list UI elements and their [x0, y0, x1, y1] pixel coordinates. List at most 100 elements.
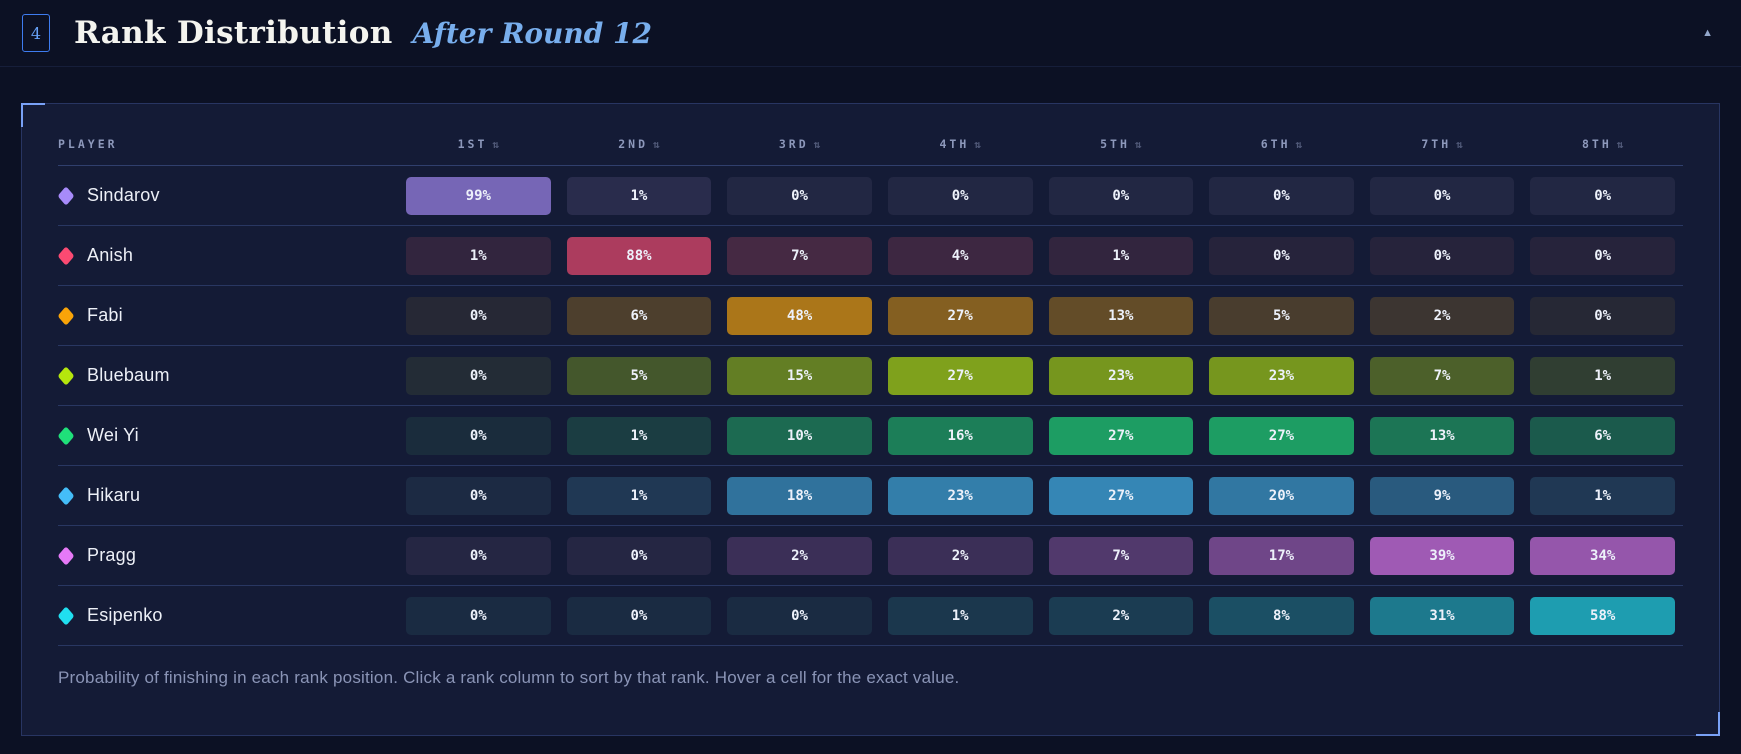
rank-probability-cell[interactable]: 0% — [406, 356, 551, 395]
rank-probability-cell[interactable]: 27% — [1048, 416, 1194, 455]
rank-probability-cell[interactable]: 0% — [1369, 236, 1515, 275]
rank-probability-cell[interactable]: 13% — [1369, 416, 1515, 455]
rank-probability-cell[interactable]: 23% — [1048, 356, 1194, 395]
rank-cell-wrapper: 0% — [1201, 176, 1362, 215]
rank-column-header-3rd[interactable]: 3RD ⇅ — [719, 137, 880, 151]
rank-probability-cell[interactable]: 0% — [1530, 176, 1675, 215]
rank-probability-cell[interactable]: 6% — [566, 296, 712, 335]
player-cell: Bluebaum — [57, 365, 398, 386]
rank-probability-cell[interactable]: 0% — [406, 416, 551, 455]
table-row: Wei Yi 0% 1% 10% 16% 27% 27% 13% 6% — [57, 406, 1683, 466]
collapse-panel-icon[interactable]: ▲ — [1702, 27, 1713, 39]
rank-probability-cell[interactable]: 0% — [727, 596, 872, 635]
rank-cell-wrapper: 0% — [398, 476, 559, 515]
rank-probability-cell[interactable]: 1% — [1530, 476, 1675, 515]
rank-probability-cell[interactable]: 4% — [887, 236, 1033, 275]
rank-probability-cell[interactable]: 27% — [887, 296, 1033, 335]
rank-probability-cell[interactable]: 0% — [727, 176, 872, 215]
rank-cell-wrapper: 1% — [398, 236, 559, 275]
rank-probability-cell[interactable]: 23% — [1209, 356, 1354, 395]
rank-probability-cell[interactable]: 6% — [1530, 416, 1675, 455]
rank-probability-cell[interactable]: 0% — [406, 536, 551, 575]
rank-probability-cell[interactable]: 2% — [1369, 296, 1515, 335]
rank-probability-cell[interactable]: 2% — [727, 536, 872, 575]
rank-probability-cell[interactable]: 13% — [1048, 296, 1194, 335]
rank-probability-cell[interactable]: 99% — [406, 176, 551, 215]
rank-probability-cell[interactable]: 1% — [566, 476, 712, 515]
rank-probability-cell[interactable]: 27% — [1209, 416, 1354, 455]
rank-probability-cell[interactable]: 5% — [566, 356, 712, 395]
rank-column-header-1st[interactable]: 1ST ⇅ — [398, 137, 559, 151]
rank-probability-cell[interactable]: 8% — [1209, 596, 1354, 635]
rank-probability-cell[interactable]: 1% — [1048, 236, 1194, 275]
player-cell: Anish — [57, 245, 398, 266]
player-column-header: PLAYER — [58, 136, 118, 151]
sort-icon: ⇅ — [1456, 137, 1463, 151]
table-body: Sindarov 99% 1% 0% 0% 0% 0% 0% 0% Anish 1% 88% 7% 4% 1… — [57, 166, 1683, 646]
player-diamond-icon — [57, 245, 75, 266]
rank-cell-wrapper: 1% — [559, 176, 720, 215]
rank-column-header-8th[interactable]: 8TH ⇅ — [1522, 137, 1683, 151]
table-row: Pragg 0% 0% 2% 2% 7% 17% 39% 34% — [57, 526, 1683, 586]
rank-probability-cell[interactable]: 17% — [1209, 536, 1354, 575]
rank-probability-cell[interactable]: 0% — [566, 536, 712, 575]
rank-probability-cell[interactable]: 23% — [887, 476, 1033, 515]
rank-column-label: 8TH — [1581, 136, 1612, 151]
rank-column-header-4th[interactable]: 4TH ⇅ — [880, 137, 1041, 151]
rank-cell-wrapper: 23% — [1201, 356, 1362, 395]
rank-probability-cell[interactable]: 0% — [1530, 296, 1675, 335]
rank-probability-cell[interactable]: 1% — [887, 596, 1033, 635]
rank-probability-cell[interactable]: 27% — [887, 356, 1033, 395]
rank-cell-wrapper: 0% — [1522, 296, 1683, 335]
rank-cell-wrapper: 15% — [719, 356, 880, 395]
rank-cell-wrapper: 0% — [398, 416, 559, 455]
rank-probability-cell[interactable]: 0% — [1530, 236, 1675, 275]
rank-probability-cell[interactable]: 0% — [1048, 176, 1194, 215]
rank-probability-cell[interactable]: 0% — [406, 596, 551, 635]
rank-probability-cell[interactable]: 5% — [1209, 296, 1354, 335]
player-diamond-icon — [57, 605, 75, 626]
rank-probability-cell[interactable]: 0% — [1369, 176, 1515, 215]
rank-probability-cell[interactable]: 48% — [727, 296, 872, 335]
rank-probability-cell[interactable]: 39% — [1369, 536, 1515, 575]
rank-probability-cell[interactable]: 31% — [1369, 596, 1515, 635]
rank-probability-cell[interactable]: 7% — [1048, 536, 1194, 575]
player-cell: Fabi — [57, 305, 398, 326]
player-diamond-icon — [57, 305, 75, 326]
rank-probability-cell[interactable]: 1% — [566, 416, 712, 455]
rank-column-header-5th[interactable]: 5TH ⇅ — [1041, 137, 1202, 151]
rank-probability-cell[interactable]: 88% — [566, 236, 712, 275]
rank-probability-cell[interactable]: 58% — [1530, 596, 1675, 635]
rank-probability-cell[interactable]: 7% — [1369, 356, 1515, 395]
rank-probability-cell[interactable]: 10% — [727, 416, 872, 455]
rank-probability-cell[interactable]: 2% — [887, 536, 1033, 575]
rank-probability-cell[interactable]: 0% — [406, 476, 551, 515]
rank-probability-cell[interactable]: 9% — [1369, 476, 1515, 515]
rank-probability-cell[interactable]: 18% — [727, 476, 872, 515]
rank-column-header-2nd[interactable]: 2ND ⇅ — [559, 137, 720, 151]
rank-probability-cell[interactable]: 16% — [887, 416, 1033, 455]
rank-probability-cell[interactable]: 2% — [1048, 596, 1194, 635]
rank-cell-wrapper: 34% — [1522, 536, 1683, 575]
rank-column-header-7th[interactable]: 7TH ⇅ — [1362, 137, 1523, 151]
rank-probability-cell[interactable]: 0% — [887, 176, 1033, 215]
player-cell: Esipenko — [57, 605, 398, 626]
rank-probability-cell[interactable]: 20% — [1209, 476, 1354, 515]
rank-probability-cell[interactable]: 34% — [1530, 536, 1675, 575]
rank-probability-cell[interactable]: 1% — [1530, 356, 1675, 395]
rank-probability-cell[interactable]: 15% — [727, 356, 872, 395]
rank-probability-cell[interactable]: 1% — [406, 236, 551, 275]
rank-probability-cell[interactable]: 0% — [406, 296, 551, 335]
player-cell: Pragg — [57, 545, 398, 566]
rank-probability-cell[interactable]: 1% — [566, 176, 712, 215]
rank-probability-cell[interactable]: 27% — [1048, 476, 1194, 515]
rank-column-label: 3RD — [778, 136, 809, 151]
rank-probability-cell[interactable]: 7% — [727, 236, 872, 275]
rank-cell-wrapper: 27% — [880, 296, 1041, 335]
rank-probability-cell[interactable]: 0% — [1209, 236, 1354, 275]
rank-probability-cell[interactable]: 0% — [1209, 176, 1354, 215]
rank-cell-wrapper: 13% — [1041, 296, 1202, 335]
rank-column-header-6th[interactable]: 6TH ⇅ — [1201, 137, 1362, 151]
rank-cell-wrapper: 2% — [1041, 596, 1202, 635]
rank-probability-cell[interactable]: 0% — [566, 596, 712, 635]
